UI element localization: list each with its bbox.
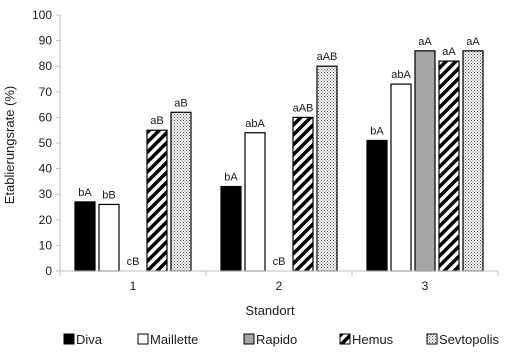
bar-label: cB [127, 256, 140, 268]
bar-label: bB [102, 189, 115, 201]
y-tick-label: 80 [39, 59, 53, 73]
x-tick-label: 3 [422, 279, 429, 293]
bar-diva-1 [74, 201, 96, 272]
y-tick-label: 90 [39, 34, 53, 48]
y-axis-label: Etablierungsrate (%) [2, 86, 17, 205]
y-tick-label: 20 [39, 213, 53, 227]
x-axis: 1 2 3 [59, 270, 499, 293]
legend-label-rapido: Rapido [256, 332, 297, 347]
y-tick-label: 70 [39, 85, 53, 99]
bar-label: aA [466, 36, 480, 48]
x-tick-label: 1 [130, 279, 137, 293]
bar-sevtopolis-3 [462, 50, 484, 272]
bar-rapido-3 [414, 50, 436, 272]
bar-diva-3 [366, 139, 388, 272]
y-tick-label: 0 [45, 264, 52, 278]
bar-label: aAB [293, 102, 314, 114]
legend-label-diva: Diva [76, 332, 103, 347]
legend-swatch-rapido [243, 333, 255, 345]
bar-label: aB [150, 115, 163, 127]
legend-swatch-diva [63, 333, 75, 345]
x-tick-label: 2 [276, 279, 283, 293]
legend-swatch-maillette [137, 333, 149, 345]
y-tick-label: 10 [39, 238, 53, 252]
bar-sevtopolis-1 [170, 111, 192, 272]
legend-label-sevtopolis: Sevtopolis [439, 332, 499, 347]
y-tick-label: 60 [39, 110, 53, 124]
bar-hemus-3 [438, 60, 460, 272]
x-axis-label: Standort [245, 303, 295, 318]
bar-label: abA [245, 118, 265, 130]
bar-diva-2 [220, 185, 242, 272]
bar-label: bA [224, 172, 238, 184]
legend-label-hemus: Hemus [352, 332, 394, 347]
bar-label: aAB [317, 51, 338, 63]
bar-maillette-2 [244, 132, 266, 272]
legend: Diva Maillette Rapido Hemus Sevtopolis [63, 332, 499, 347]
legend-label-maillette: Maillette [150, 332, 198, 347]
bar-label: bA [370, 125, 384, 137]
bar-hemus-1 [146, 129, 168, 272]
bar-label: aB [174, 97, 187, 109]
bar-sevtopolis-2 [316, 65, 338, 272]
y-tick-label: 100 [32, 8, 52, 22]
bar-label: aA [418, 36, 432, 48]
bar-maillette-3 [390, 83, 412, 272]
y-axis: 0 10 20 30 40 50 60 70 80 90 100 [32, 8, 61, 278]
bar-hemus-2 [292, 116, 314, 272]
y-tick-label: 40 [39, 162, 53, 176]
legend-swatch-hemus [339, 333, 351, 345]
bar-label: abA [391, 69, 411, 81]
bar-label: cB [273, 256, 286, 268]
y-tick-label: 50 [39, 136, 53, 150]
bar-label: bA [78, 187, 92, 199]
legend-swatch-sevtopolis [426, 333, 438, 345]
y-tick-label: 30 [39, 187, 53, 201]
bar-label: aA [442, 46, 456, 58]
bars: bA bA bA bB abA abA cB cB aA aB aAB aA aB aAB aA [74, 36, 484, 272]
bar-maillette-1 [98, 203, 120, 272]
